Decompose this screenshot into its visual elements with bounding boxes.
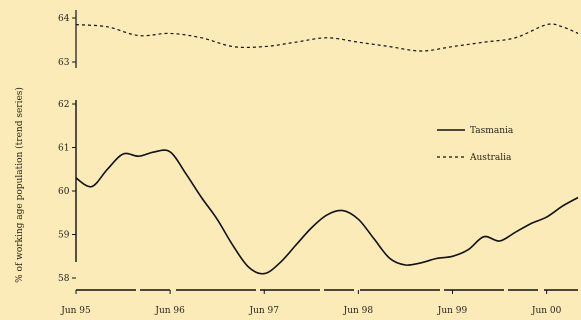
series-line-tasmania	[75, 149, 579, 275]
x-tick-label: Jun 98	[343, 306, 374, 316]
axes: 64 63 62 61 60 59 58 Jun 95 Jun 96 Jun 97 Jun 98 Ju…	[58, 10, 578, 316]
y-tick-label: 61	[58, 144, 69, 154]
legend-label-australia: Australia	[469, 153, 512, 163]
y-tick-label: 59	[58, 231, 70, 241]
legend-label-tasmania: Tasmania	[470, 126, 514, 136]
series-line-australia	[75, 23, 579, 52]
x-tick-label: Jun 97	[248, 306, 279, 316]
x-tick-label: Jun 96	[154, 306, 185, 316]
legend: Tasmania Australia	[437, 126, 514, 163]
y-tick-label: 58	[58, 274, 70, 284]
y-tick-label: 60	[58, 187, 70, 197]
x-tick-label: Jun 95	[60, 306, 91, 316]
y-tick-label: 62	[58, 100, 69, 110]
y-tick-label: 64	[58, 14, 70, 24]
y-tick-label: 63	[58, 58, 70, 68]
x-tick-label: Jun 99	[437, 306, 468, 316]
x-tick-label: Jun 00	[531, 306, 562, 316]
series-layer	[75, 23, 579, 275]
y-axis-label: % of working age population (trend serie…	[14, 87, 25, 283]
